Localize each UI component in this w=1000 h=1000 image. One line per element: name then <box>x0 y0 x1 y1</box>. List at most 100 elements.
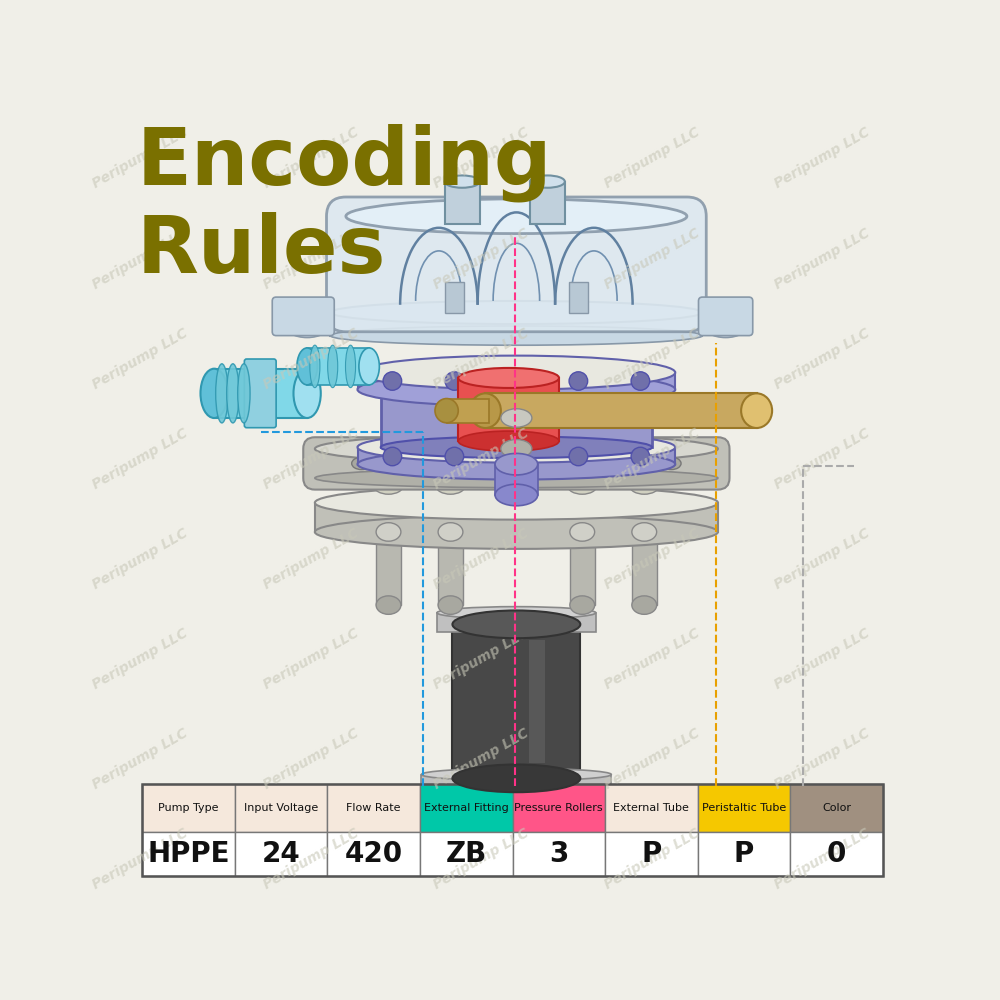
Ellipse shape <box>421 768 611 781</box>
Text: Peripump LLC: Peripump LLC <box>90 526 191 592</box>
Ellipse shape <box>358 432 675 463</box>
Bar <box>445 182 480 224</box>
Ellipse shape <box>630 477 659 494</box>
Text: Peripump LLC: Peripump LLC <box>602 526 702 592</box>
Bar <box>569 282 588 312</box>
Ellipse shape <box>702 311 749 338</box>
Ellipse shape <box>445 175 480 188</box>
Ellipse shape <box>530 781 541 787</box>
Text: Peripump LLC: Peripump LLC <box>431 426 532 492</box>
Ellipse shape <box>315 486 718 520</box>
Ellipse shape <box>345 345 356 388</box>
Bar <box>447 399 489 423</box>
Text: Peripump LLC: Peripump LLC <box>431 726 532 792</box>
Ellipse shape <box>359 348 379 385</box>
Text: Input Voltage: Input Voltage <box>244 803 318 813</box>
Bar <box>512 784 605 832</box>
Ellipse shape <box>421 784 611 796</box>
Bar <box>605 832 698 876</box>
Bar <box>458 378 559 441</box>
Bar <box>315 503 718 532</box>
Bar <box>790 832 883 876</box>
Text: External Fitting: External Fitting <box>424 803 509 813</box>
FancyBboxPatch shape <box>570 532 595 605</box>
Ellipse shape <box>297 348 317 385</box>
Bar <box>445 282 464 312</box>
Circle shape <box>383 447 402 466</box>
Text: Flow Rate: Flow Rate <box>346 803 401 813</box>
Ellipse shape <box>293 369 321 418</box>
Text: Peripump LLC: Peripump LLC <box>602 826 702 892</box>
Ellipse shape <box>438 523 463 541</box>
Text: Peripump LLC: Peripump LLC <box>90 726 191 792</box>
Ellipse shape <box>358 449 675 480</box>
Ellipse shape <box>436 477 465 494</box>
Ellipse shape <box>346 199 687 234</box>
Text: Peripump LLC: Peripump LLC <box>90 226 191 292</box>
Bar <box>698 784 790 832</box>
Bar <box>142 832 235 876</box>
Bar <box>235 832 327 876</box>
Ellipse shape <box>568 477 597 494</box>
Ellipse shape <box>358 373 675 406</box>
Ellipse shape <box>438 596 463 614</box>
Bar <box>330 312 702 336</box>
Text: 24: 24 <box>262 840 300 868</box>
Text: Peripump LLC: Peripump LLC <box>772 426 873 492</box>
Text: Peripump LLC: Peripump LLC <box>772 526 873 592</box>
Bar <box>512 832 605 876</box>
Ellipse shape <box>227 364 239 423</box>
Text: Peripump LLC: Peripump LLC <box>261 526 361 592</box>
Text: Peripump LLC: Peripump LLC <box>431 226 532 292</box>
Bar <box>492 784 502 813</box>
Ellipse shape <box>662 457 681 470</box>
Ellipse shape <box>330 326 702 345</box>
Text: Peripump LLC: Peripump LLC <box>602 126 702 191</box>
Bar <box>381 390 652 447</box>
Circle shape <box>445 447 464 466</box>
Text: 0: 0 <box>827 840 846 868</box>
Text: Rules: Rules <box>137 212 386 290</box>
Text: Peripump LLC: Peripump LLC <box>261 726 361 792</box>
Ellipse shape <box>310 345 320 388</box>
Ellipse shape <box>600 457 619 470</box>
Bar <box>605 784 698 832</box>
Text: Peripump LLC: Peripump LLC <box>431 326 532 392</box>
Ellipse shape <box>374 477 403 494</box>
Text: Peripump LLC: Peripump LLC <box>602 426 702 492</box>
Ellipse shape <box>501 409 532 427</box>
Text: Peripump LLC: Peripump LLC <box>431 126 532 191</box>
Ellipse shape <box>501 440 532 458</box>
FancyBboxPatch shape <box>452 624 580 778</box>
Text: Pressure Rollers: Pressure Rollers <box>514 803 603 813</box>
Text: External Tube: External Tube <box>613 803 689 813</box>
Bar <box>420 832 512 876</box>
Bar <box>529 640 545 763</box>
Ellipse shape <box>330 301 702 324</box>
Ellipse shape <box>570 596 595 614</box>
Text: Peripump LLC: Peripump LLC <box>772 826 873 892</box>
Ellipse shape <box>495 484 538 506</box>
Bar <box>214 369 307 418</box>
Bar <box>142 784 883 876</box>
Text: Peristaltic Tube: Peristaltic Tube <box>702 803 786 813</box>
Text: Peripump LLC: Peripump LLC <box>772 626 873 692</box>
Ellipse shape <box>328 345 338 388</box>
Text: P: P <box>734 840 754 868</box>
Ellipse shape <box>284 311 330 338</box>
Ellipse shape <box>315 468 718 488</box>
Text: Peripump LLC: Peripump LLC <box>90 126 191 191</box>
Bar <box>698 832 790 876</box>
Text: Peripump LLC: Peripump LLC <box>90 626 191 692</box>
Bar <box>327 784 420 832</box>
FancyBboxPatch shape <box>632 532 657 605</box>
Text: Peripump LLC: Peripump LLC <box>772 126 873 191</box>
Circle shape <box>631 372 650 390</box>
Ellipse shape <box>495 453 538 475</box>
FancyBboxPatch shape <box>303 437 730 490</box>
Text: Peripump LLC: Peripump LLC <box>431 826 532 892</box>
Text: Peripump LLC: Peripump LLC <box>261 426 361 492</box>
Circle shape <box>569 372 588 390</box>
FancyBboxPatch shape <box>244 359 276 428</box>
Text: P: P <box>641 840 662 868</box>
